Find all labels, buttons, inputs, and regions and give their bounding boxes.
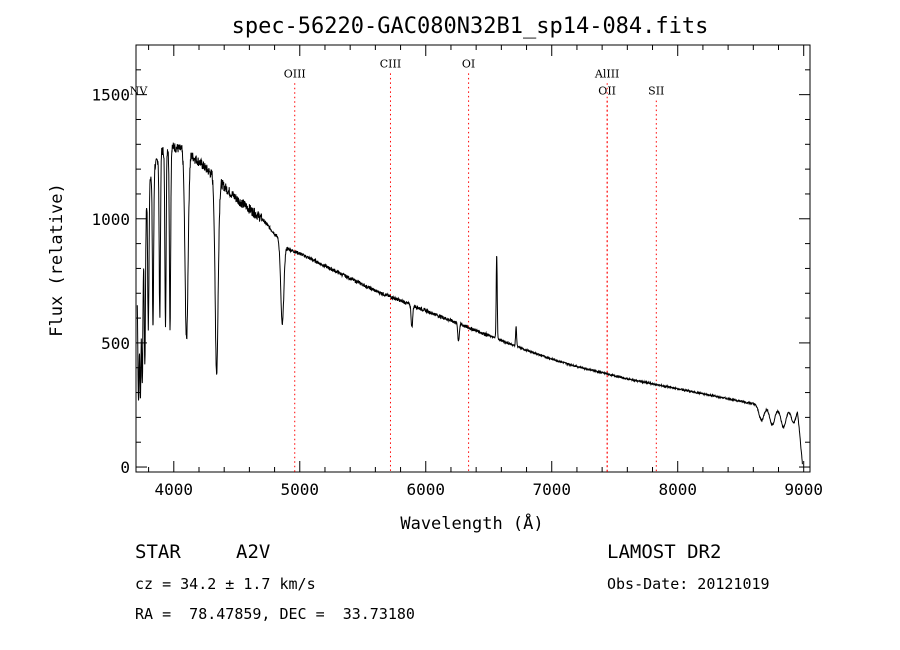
y-tick-label: 500	[101, 334, 130, 353]
spectrum-line	[136, 142, 803, 465]
x-tick-label: 9000	[784, 480, 823, 499]
line-marker-label: OI	[462, 57, 475, 70]
x-tick-label: 6000	[406, 480, 445, 499]
plot-area: 4000 5000 6000 7000 8000 9000 0 500 1000 1500 NV OI…	[91, 44, 823, 499]
line-marker-label: OIII	[284, 67, 306, 80]
line-marker-label: AlIII	[594, 67, 620, 80]
sky-coordinates: RA = 78.47859, DEC = 33.73180	[135, 605, 415, 623]
x-tick-label: 4000	[155, 480, 194, 499]
x-tick-label: 7000	[532, 480, 571, 499]
survey-name: LAMOST DR2	[607, 541, 722, 563]
x-tick-label: 8000	[658, 480, 697, 499]
line-marker-label: CIII	[380, 57, 401, 70]
y-tick-label: 1500	[91, 86, 130, 105]
line-marker-label: SII	[648, 85, 664, 98]
y-tick-label: 0	[120, 458, 130, 477]
object-type: STAR	[135, 541, 181, 563]
redshift-velocity: cz = 34.2 ± 1.7 km/s	[135, 575, 316, 593]
line-marker-label: NV	[130, 85, 149, 98]
observation-date: Obs-Date: 20121019	[607, 575, 770, 593]
y-tick-label: 1000	[91, 210, 130, 229]
x-axis-label: Wavelength (Å)	[400, 512, 543, 534]
line-marker-label: OII	[598, 85, 616, 98]
x-tick-label: 5000	[281, 480, 320, 499]
plot-frame	[135, 44, 811, 473]
y-axis-label: Flux (relative)	[47, 183, 67, 337]
spectral-class: A2V	[236, 541, 271, 563]
chart-title: spec-56220-GAC080N32B1_sp14-084.fits	[232, 14, 709, 39]
